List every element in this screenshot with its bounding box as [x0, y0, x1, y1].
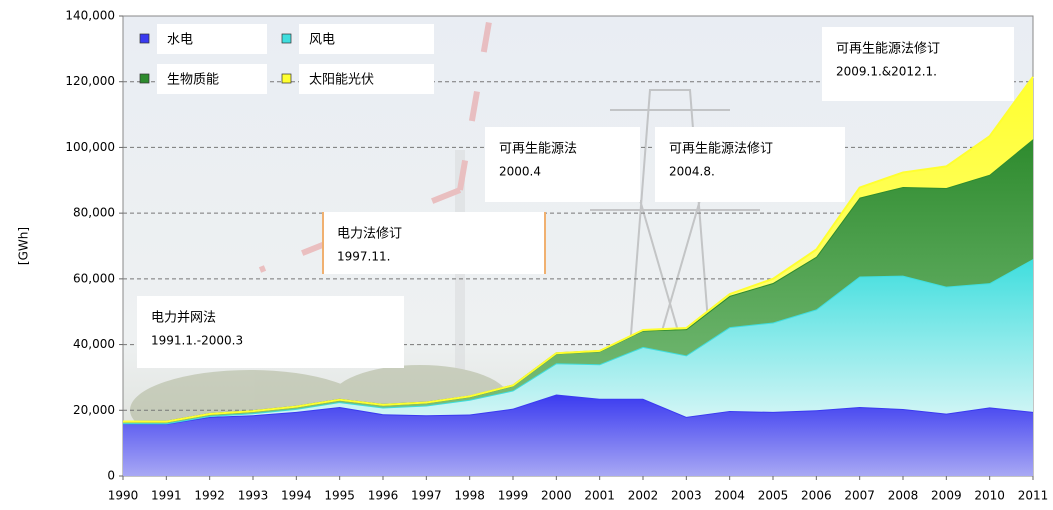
annotation-title: 可再生能源法 — [499, 142, 577, 157]
x-tick-label: 2011 — [1018, 489, 1049, 503]
legend-swatch — [139, 73, 150, 84]
x-tick-label: 1998 — [454, 489, 485, 503]
x-tick-label: 2005 — [758, 489, 789, 503]
x-tick-label: 1996 — [368, 489, 399, 503]
x-tick-label: 1993 — [238, 489, 269, 503]
annotation-box — [137, 296, 404, 368]
legend-box — [157, 24, 267, 54]
x-tick-label: 2006 — [801, 489, 832, 503]
annotation-title: 可再生能源法修订 — [669, 142, 773, 157]
x-tick-label: 1991 — [151, 489, 182, 503]
area — [123, 394, 1033, 476]
y-tick-label: 20,000 — [73, 403, 115, 417]
legend-label: 太阳能光伏 — [309, 73, 374, 88]
annotation-title: 电力法修订 — [337, 227, 402, 242]
legend-label: 水电 — [167, 33, 193, 48]
y-tick-label: 0 — [107, 469, 115, 483]
y-tick-label: 40,000 — [73, 337, 115, 351]
annotation-date: 2004.8. — [669, 165, 715, 179]
area-edge — [122, 76, 1034, 423]
area — [123, 139, 1033, 424]
annotation-box — [822, 27, 1014, 101]
legend-swatch — [139, 33, 150, 44]
y-tick-label: 80,000 — [73, 206, 115, 220]
annotation-box — [655, 127, 845, 202]
x-tick-label: 2004 — [714, 489, 745, 503]
legend-label: 风电 — [309, 33, 335, 48]
annotation-title: 电力并网法 — [151, 311, 216, 326]
x-tick-label: 1992 — [194, 489, 225, 503]
x-tick-label: 2009 — [931, 489, 962, 503]
y-tick-label: 140,000 — [65, 9, 115, 23]
y-tick-label: 120,000 — [65, 74, 115, 88]
x-tick-label: 1997 — [411, 489, 442, 503]
x-tick-label: 1994 — [281, 489, 312, 503]
x-tick-label: 2007 — [844, 489, 875, 503]
legend-swatch — [281, 33, 292, 44]
x-tick-label: 1990 — [108, 489, 139, 503]
x-tick-label: 1995 — [324, 489, 355, 503]
annotation-date: 2009.1.&2012.1. — [836, 65, 937, 79]
legend-box — [157, 64, 267, 94]
y-axis-label: [GWh] — [17, 227, 31, 265]
annotation-box — [485, 127, 640, 202]
annotation-date: 1997.11. — [337, 250, 390, 264]
annotation-date: 1991.1.-2000.3 — [151, 334, 243, 348]
annotation-box — [323, 212, 545, 274]
y-tick-label: 60,000 — [73, 271, 115, 285]
legend-label: 生物质能 — [167, 73, 219, 88]
y-tick-label: 100,000 — [65, 140, 115, 154]
legend-box — [299, 24, 434, 54]
legend-swatch — [281, 73, 292, 84]
x-tick-label: 2008 — [888, 489, 919, 503]
x-tick-label: 2000 — [541, 489, 572, 503]
x-tick-label: 2010 — [974, 489, 1005, 503]
x-tick-label: 1999 — [498, 489, 529, 503]
x-tick-label: 2002 — [628, 489, 659, 503]
area — [123, 259, 1033, 424]
x-tick-label: 2001 — [584, 489, 615, 503]
annotation-date: 2000.4 — [499, 165, 541, 179]
x-tick-label: 2003 — [671, 489, 702, 503]
annotation-title: 可再生能源法修订 — [836, 42, 940, 57]
legend-box — [299, 64, 434, 94]
